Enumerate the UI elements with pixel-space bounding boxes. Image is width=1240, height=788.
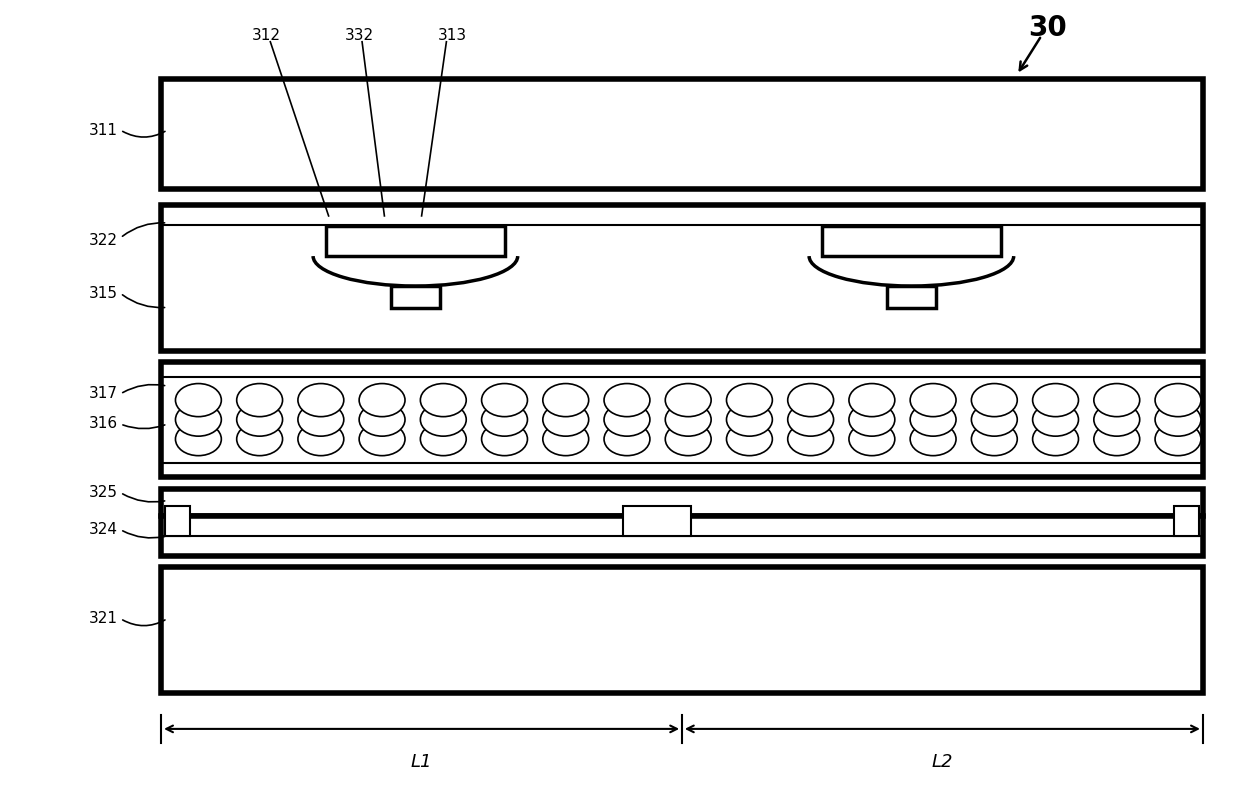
Ellipse shape [849, 403, 895, 437]
Ellipse shape [420, 422, 466, 455]
Text: 313: 313 [438, 28, 467, 43]
Bar [821, 226, 1002, 256]
Ellipse shape [1156, 422, 1200, 455]
Ellipse shape [298, 403, 343, 437]
Text: 312: 312 [252, 28, 281, 43]
Bar [161, 489, 1203, 516]
Ellipse shape [971, 422, 1017, 455]
Bar [165, 506, 190, 536]
Bar [624, 506, 692, 536]
Ellipse shape [727, 422, 773, 455]
Ellipse shape [604, 422, 650, 455]
Text: 321: 321 [89, 611, 118, 626]
Bar [325, 226, 506, 256]
Ellipse shape [910, 384, 956, 417]
Bar [161, 516, 1203, 556]
Ellipse shape [604, 403, 650, 437]
Ellipse shape [481, 403, 527, 437]
Text: 30: 30 [1028, 13, 1068, 42]
Bar [887, 286, 936, 308]
Ellipse shape [360, 384, 405, 417]
Text: L2: L2 [931, 753, 954, 771]
Ellipse shape [1156, 384, 1200, 417]
Ellipse shape [298, 422, 343, 455]
Ellipse shape [787, 422, 833, 455]
Ellipse shape [237, 422, 283, 455]
Ellipse shape [1094, 384, 1140, 417]
Ellipse shape [420, 403, 466, 437]
Ellipse shape [665, 422, 711, 455]
Ellipse shape [665, 384, 711, 417]
Bar [161, 79, 1203, 189]
Ellipse shape [237, 403, 283, 437]
Ellipse shape [543, 384, 589, 417]
Ellipse shape [481, 384, 527, 417]
Ellipse shape [604, 384, 650, 417]
Text: 316: 316 [89, 416, 118, 432]
Ellipse shape [849, 384, 895, 417]
Ellipse shape [1094, 422, 1140, 455]
Ellipse shape [1033, 422, 1079, 455]
Ellipse shape [727, 384, 773, 417]
Text: 324: 324 [89, 522, 118, 537]
Ellipse shape [543, 422, 589, 455]
Text: 315: 315 [89, 285, 118, 301]
Ellipse shape [665, 403, 711, 437]
Ellipse shape [727, 403, 773, 437]
Ellipse shape [910, 403, 956, 437]
Bar [391, 286, 440, 308]
Ellipse shape [787, 403, 833, 437]
Text: 325: 325 [89, 485, 118, 500]
Ellipse shape [176, 384, 221, 417]
Ellipse shape [1156, 403, 1200, 437]
Ellipse shape [543, 403, 589, 437]
Ellipse shape [971, 403, 1017, 437]
Ellipse shape [849, 422, 895, 455]
Ellipse shape [787, 384, 833, 417]
Ellipse shape [176, 422, 221, 455]
Text: 332: 332 [345, 28, 374, 43]
Ellipse shape [971, 384, 1017, 417]
Ellipse shape [298, 384, 343, 417]
Bar [161, 362, 1203, 477]
Bar [161, 205, 1203, 351]
Ellipse shape [1094, 403, 1140, 437]
Ellipse shape [237, 384, 283, 417]
Text: L1: L1 [410, 753, 433, 771]
Ellipse shape [420, 384, 466, 417]
Ellipse shape [1033, 384, 1079, 417]
Ellipse shape [1033, 403, 1079, 437]
Text: 311: 311 [89, 122, 118, 138]
Text: 317: 317 [89, 386, 118, 402]
Bar [161, 567, 1203, 693]
Ellipse shape [481, 422, 527, 455]
Ellipse shape [176, 403, 221, 437]
Bar [1174, 506, 1199, 536]
Text: 322: 322 [89, 232, 118, 248]
Ellipse shape [360, 422, 405, 455]
Ellipse shape [360, 403, 405, 437]
Ellipse shape [910, 422, 956, 455]
